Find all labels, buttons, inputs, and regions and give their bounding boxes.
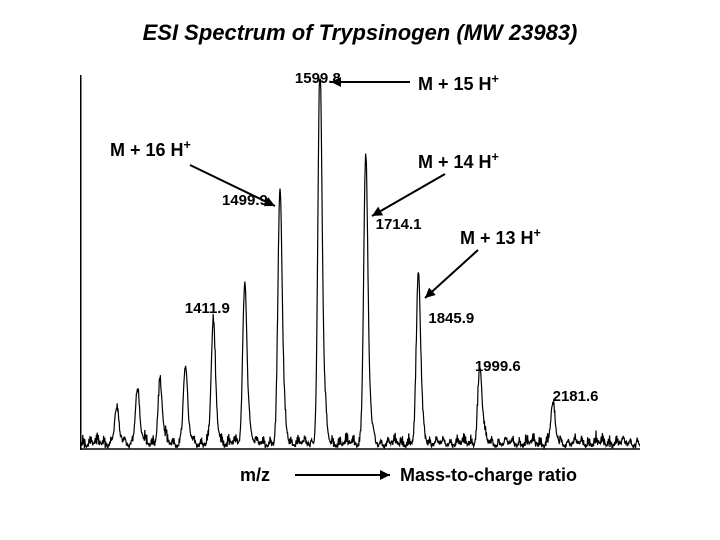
peak-label: 1499.9 bbox=[222, 192, 268, 209]
spectrum-chart: 1411.9 1499.9 1599.8 1714.1 1845.9 1999.6 2181… bbox=[80, 70, 640, 460]
charge-annotation: M + 15 H+ bbox=[418, 72, 499, 95]
charge-annotation: M + 13 H+ bbox=[460, 226, 541, 249]
page-title: ESI Spectrum of Trypsinogen (MW 23983) bbox=[0, 20, 720, 46]
peak-label: 2181.6 bbox=[553, 388, 599, 405]
x-axis-description: Mass-to-charge ratio bbox=[400, 465, 577, 486]
x-axis-label: m/z bbox=[240, 465, 270, 486]
peak-label: 1411.9 bbox=[185, 300, 230, 317]
peak-label: 1845.9 bbox=[428, 310, 474, 327]
peak-label: 1714.1 bbox=[376, 216, 422, 233]
charge-annotation: M + 14 H+ bbox=[418, 150, 499, 173]
peak-label: 1599.8 bbox=[295, 70, 341, 87]
charge-annotation: M + 16 H+ bbox=[110, 138, 191, 161]
peak-label: 1999.6 bbox=[475, 358, 521, 375]
spectrum-svg bbox=[80, 70, 640, 490]
